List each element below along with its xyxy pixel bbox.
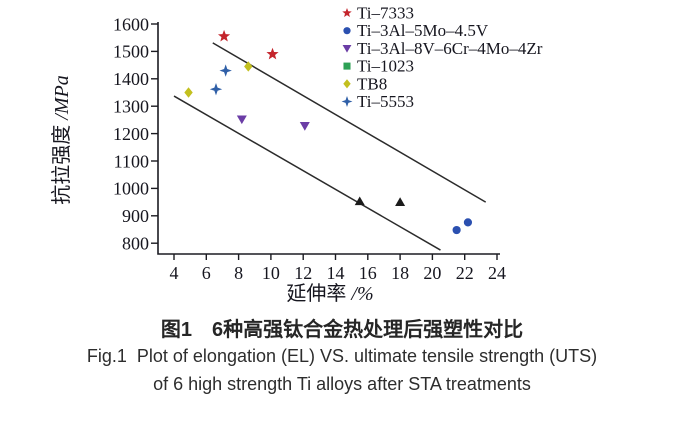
x-axis-title: 延伸率 /% [286, 282, 373, 305]
legend-label: Ti–3Al–5Mo–4.5V [357, 21, 489, 40]
data-point-triangle-down [236, 115, 247, 125]
data-point-star [266, 47, 279, 60]
legend-label: TB8 [357, 74, 387, 93]
caption-chinese: 图1 6种高强钛合金热处理后强塑性对比 [160, 319, 524, 341]
x-tick-label: 14 [327, 263, 345, 283]
data-point-diamond [244, 61, 253, 72]
y-tick-label: 1300 [113, 97, 149, 117]
x-tick-label: 24 [488, 263, 506, 283]
data-point-circle [452, 225, 461, 235]
data-point-star [217, 29, 231, 42]
y-tick-label: 900 [122, 206, 149, 226]
data-point-star4 [341, 96, 353, 107]
x-tick-label: 18 [391, 263, 409, 283]
y-tick-label: 1200 [113, 124, 149, 144]
y-tick-label: 800 [122, 234, 149, 254]
data-point-square [343, 62, 351, 70]
y-tick-label: 1500 [113, 42, 149, 62]
caption-english-line2: of 6 high strength Ti alloys after STA t… [153, 373, 531, 394]
trend-line [173, 95, 441, 251]
legend-label: Ti–1023 [357, 57, 414, 76]
trend-line [212, 42, 487, 203]
elongation-vs-uts-plot: 800 900 1000 1100 1200 1300 1400 1500 1600 4 6 8 10 1… [50, 4, 543, 306]
x-tick-label: 16 [359, 263, 377, 283]
caption-english-line1: Fig.1 Plot of elongation (EL) VS. ultima… [86, 346, 598, 366]
data-point-triangle-down [299, 122, 310, 131]
data-point-triangle-down [342, 44, 352, 53]
data-point-diamond [184, 87, 193, 98]
x-tick-label: 6 [202, 263, 211, 283]
data-point-star4 [219, 64, 232, 77]
y-tick-label: 1100 [114, 151, 149, 171]
y-tick-label: 1400 [113, 69, 149, 89]
scatter-chart: 800 900 1000 1100 1200 1300 1400 1500 1600 4 6 8 10 1… [50, 4, 543, 306]
axes-frame [157, 22, 500, 255]
x-tick-label: 22 [456, 263, 474, 283]
figure-caption: 图1 6种高强钛合金热处理后强塑性对比 Fig.1 Plot of elonga… [0, 318, 684, 399]
x-tick-label: 4 [170, 263, 179, 283]
data-point-star4 [209, 83, 223, 96]
x-tick-label: 8 [234, 263, 243, 283]
legend-label: Ti–3Al–8V–6Cr–4Mo–4Zr [357, 39, 543, 58]
y-tick-label: 1600 [113, 14, 149, 34]
data-point-circle [463, 218, 473, 227]
legend-label: Ti–5553 [357, 92, 414, 111]
y-tick-label: 1000 [113, 179, 149, 199]
y-axis-title: 抗拉强度 /MPa [50, 75, 73, 204]
x-tick-label: 12 [294, 263, 312, 283]
x-tick-label: 20 [423, 263, 441, 283]
data-point-diamond [343, 79, 351, 89]
data-point-circle [343, 27, 351, 35]
data-point-triangle-up [395, 197, 406, 206]
legend-label: Ti–7333 [357, 4, 414, 23]
x-tick-label: 10 [262, 263, 280, 283]
data-point-triangle-up [354, 196, 365, 206]
data-point-star [342, 8, 352, 18]
